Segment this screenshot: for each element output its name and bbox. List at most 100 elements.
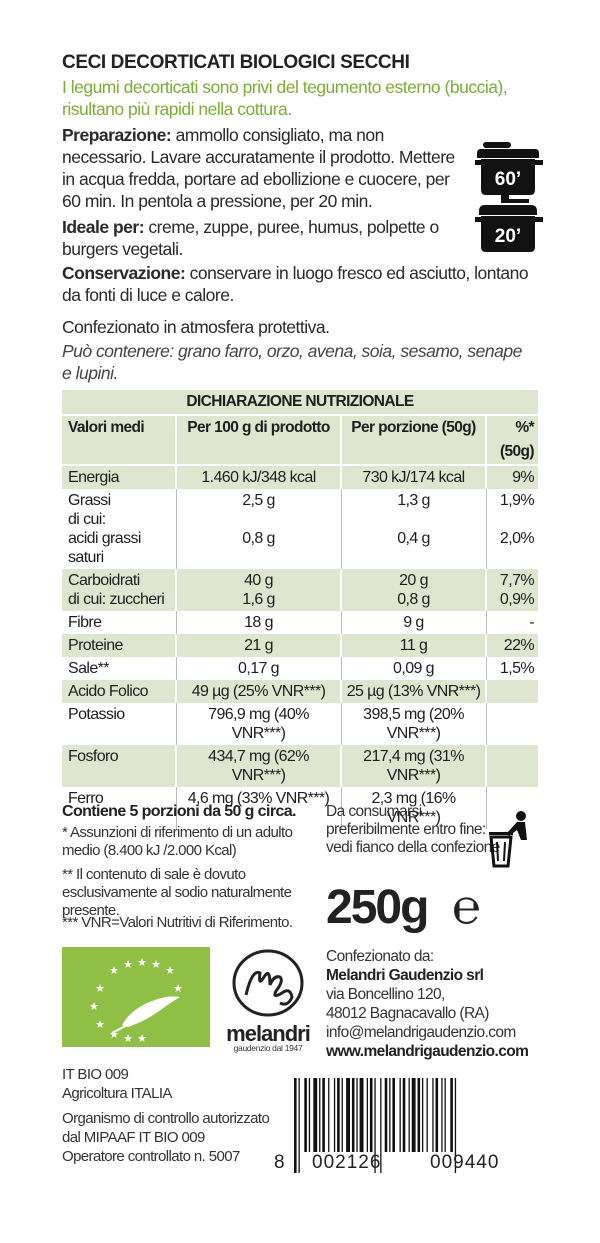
- row-label: Energia: [62, 464, 176, 489]
- svg-text:★: ★: [173, 982, 183, 995]
- barcode-bar: [337, 1078, 340, 1152]
- barcode-bar: [304, 1078, 307, 1152]
- product-title: CECI DECORTICATI BIOLOGICI SECCHI: [62, 52, 410, 73]
- packaging-note: Confezionato in atmosfera protettiva.: [62, 317, 330, 337]
- row-label-fat: Grassi: [68, 492, 111, 509]
- barcode-bar: [319, 1078, 321, 1152]
- table-row: Energia 1.460 kJ/348 kcal 730 kJ/174 kca…: [62, 464, 538, 489]
- per-portion-value: 398,5 mg (20% VNR***): [340, 703, 486, 745]
- preparation-text: Preparazione: ammollo consigliato, ma no…: [62, 124, 462, 212]
- sugars-label: di cui: zuccheri: [68, 591, 165, 608]
- barcode-bar: [308, 1078, 311, 1152]
- barcode-bar: [441, 1078, 443, 1152]
- storage-body: conservare in luogo fresco ed asciutto, …: [62, 263, 529, 305]
- per-portion-value: 9 g: [340, 611, 486, 634]
- spacer: [346, 510, 482, 529]
- spacer: [181, 510, 337, 529]
- row-label: Ferro: [68, 790, 104, 807]
- barcode-bar: [432, 1078, 434, 1152]
- packer-website: www.melandrigaudenzio.com: [326, 1043, 529, 1060]
- barcode-left-digits: 002126: [312, 1152, 382, 1173]
- packer-company: Melandri Gaudenzio srl: [326, 967, 484, 984]
- barcode-bar: [313, 1078, 318, 1152]
- barcode-bar: [328, 1078, 330, 1152]
- product-intro: I legumi decorticati sono privi del tegu…: [62, 77, 508, 119]
- table-row: Potassio 796,9 mg (40% VNR***) 398,5 mg …: [62, 703, 538, 745]
- net-weight: 250g: [326, 881, 429, 934]
- table-row: Proteine 21 g 11 g 22%: [62, 634, 538, 657]
- barcode-bar: [399, 1078, 401, 1152]
- pressure-cooker-time-label: 20’: [495, 226, 521, 247]
- storage-label: Conservazione:: [62, 263, 186, 283]
- barcode-bar: [351, 1078, 355, 1152]
- cert-origin: Agricoltura ITALIA: [62, 1085, 172, 1102]
- percent-value: [485, 787, 538, 829]
- svg-text:★: ★: [123, 1032, 133, 1045]
- carbs-label: Carboidrati: [68, 572, 140, 589]
- mg-monogram-logo: [232, 949, 304, 1017]
- percent-value: [485, 745, 538, 787]
- fat-per-portion: 1,3 g: [397, 492, 430, 509]
- eu-organic-leaf-logo: ★ ★ ★ ★ ★ ★ ★ ★ ★ ★ ★ ★: [62, 947, 210, 1047]
- brand-tagline: gaudenzio dal 1947: [233, 1043, 303, 1053]
- carbs-percent: 7,7%: [499, 572, 535, 589]
- per-100g-value: 21 g: [175, 634, 341, 657]
- svg-text:★: ★: [89, 1000, 99, 1013]
- footnote-salt: ** Il contenuto di sale è dovuto esclusi…: [62, 866, 292, 919]
- barcode-bar: [346, 1078, 350, 1152]
- svg-text:★: ★: [95, 982, 105, 995]
- percent-value: -: [485, 611, 538, 634]
- melandri-brand-logo: melandri gaudenzio dal 1947: [218, 947, 318, 1057]
- per-100g-value: 796,9 mg (40% VNR***): [175, 703, 341, 745]
- barcode-bar: [356, 1078, 358, 1152]
- packer-label: Confezionato da:: [326, 948, 434, 965]
- barcode-bar: [426, 1078, 428, 1152]
- sugars-percent: 0,9%: [499, 591, 535, 608]
- row-label: Grassi di cui: acidi grassi saturi: [62, 489, 176, 569]
- per-100g-value: 434,7 mg (62% VNR***): [175, 745, 341, 787]
- footnote-reference-intake: * Assunzioni di riferimento di un adulto…: [62, 824, 293, 859]
- certification-info: IT BIO 009 Agricoltura ITALIA Organismo …: [62, 1065, 272, 1166]
- svg-text:★: ★: [137, 1032, 147, 1045]
- barcode-bar: [341, 1078, 343, 1152]
- per-100g-value: 40 g 1,6 g: [175, 569, 341, 611]
- barcode-bar: [322, 1078, 325, 1152]
- per-portion-value: 25 µg (13% VNR***): [340, 680, 486, 703]
- svg-text:★: ★: [137, 956, 147, 969]
- percent-value: 9%: [485, 464, 538, 489]
- barcode-bar: [389, 1078, 391, 1152]
- percent-value: 1,5%: [485, 657, 538, 680]
- pot-time-label: 60’: [495, 169, 521, 190]
- nutrition-heading: DICHIARAZIONE NUTRIZIONALE: [62, 390, 538, 415]
- packer-street: via Boncellino 120,: [326, 986, 445, 1003]
- table-row: Fosforo 434,7 mg (62% VNR***) 217,4 mg (…: [62, 745, 538, 787]
- footnote-vnr: *** VNR=Valori Nutritivi di Riferimento.: [62, 914, 293, 931]
- ideal-label: Ideale per:: [62, 217, 145, 237]
- barcode-bar: [450, 1078, 453, 1152]
- row-label: Fibre: [68, 614, 102, 631]
- saturated-per-100g: 0,8 g: [242, 530, 275, 547]
- percent-value: 7,7% 0,9%: [485, 569, 538, 611]
- table-row: Acido Folico 49 µg (25% VNR***) 25 µg (1…: [62, 680, 538, 703]
- per-100g-value: 2,5 g 0,8 g: [175, 489, 341, 569]
- barcode-bar: [417, 1078, 421, 1152]
- preparation-body: ammollo consigliato, ma non necessario. …: [62, 125, 455, 211]
- column-header: Per porzione (50g): [340, 414, 486, 465]
- portions-note: Contiene 5 porzioni da 50 g circa.: [62, 803, 296, 820]
- row-label: Fosforo: [62, 745, 176, 787]
- barcode-bar: [369, 1078, 373, 1152]
- ideal-text: Ideale per: creme, zuppe, puree, humus, …: [62, 216, 467, 260]
- column-header: Per 100 g di prodotto: [175, 414, 341, 465]
- nutrition-table: DICHIARAZIONE NUTRIZIONALE Valori medi P…: [62, 390, 538, 829]
- cert-code: IT BIO 009: [62, 1066, 129, 1083]
- table-row: Carboidrati di cui: zuccheri 40 g 1,6 g …: [62, 569, 538, 611]
- percent-value: 22%: [485, 634, 538, 657]
- storage-text: Conservazione: conservare in luogo fresc…: [62, 262, 537, 306]
- cert-body: Organismo di controllo autorizzato dal M…: [62, 1110, 270, 1146]
- row-label: Proteine: [62, 634, 176, 657]
- estimated-sign: ℮: [452, 881, 481, 934]
- row-label: Potassio: [68, 706, 125, 723]
- barcode-bar: [294, 1078, 297, 1173]
- carbs-per-100g: 40 g: [244, 572, 273, 589]
- svg-text:★: ★: [151, 958, 161, 971]
